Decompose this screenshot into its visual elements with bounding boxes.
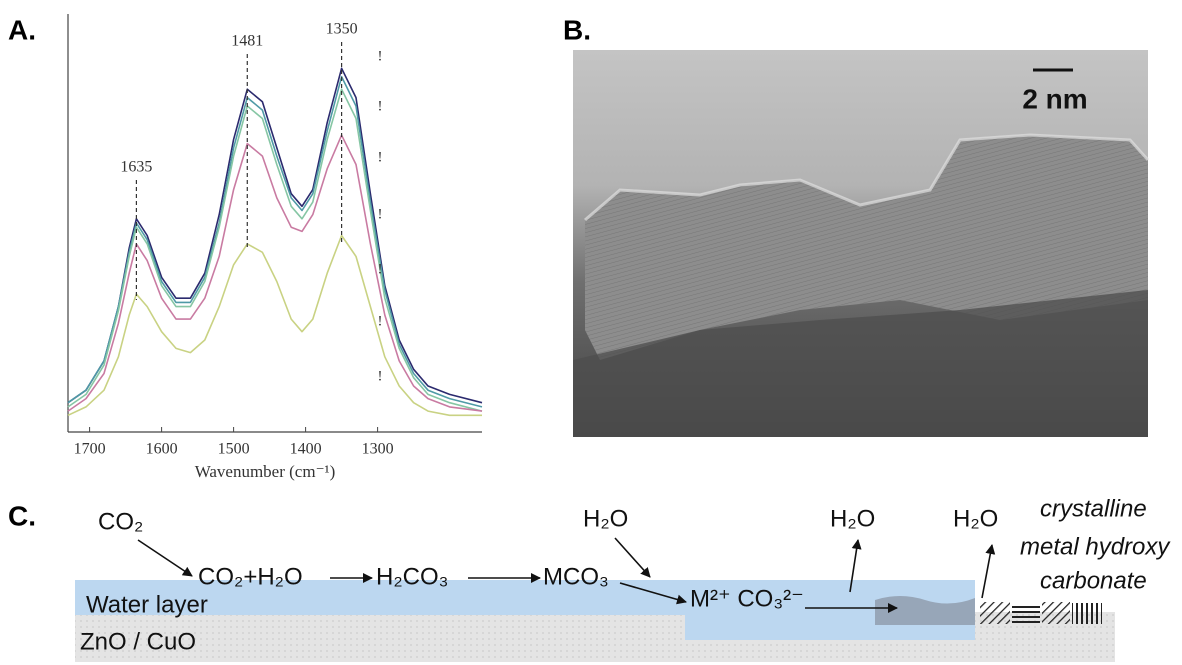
reaction-diagram: CO₂ CO₂+H₂O H₂CO₃ MCO₃ H₂O M²⁺ CO₃²⁻ H₂O… bbox=[75, 495, 1171, 662]
arrow bbox=[614, 537, 651, 578]
spectrum-line bbox=[67, 67, 483, 404]
spectrum-line bbox=[67, 234, 482, 417]
crystal-hatch bbox=[1072, 603, 1102, 624]
spectrum-line bbox=[67, 75, 483, 408]
arrow bbox=[137, 539, 193, 577]
peak-label: 1481 bbox=[231, 33, 263, 50]
crystal-hatch bbox=[1012, 604, 1040, 624]
x-axis-label: Wavenumber (cm⁻¹) bbox=[195, 462, 336, 481]
marker: ! bbox=[378, 313, 383, 329]
x-tick-label: 1600 bbox=[146, 441, 178, 458]
x-tick-label: 1300 bbox=[362, 441, 394, 458]
spectrum-line bbox=[67, 134, 483, 412]
scale-bar-label: 2 nm bbox=[1022, 83, 1087, 114]
panel-label: A. bbox=[8, 14, 36, 45]
species-label: H₂O bbox=[953, 505, 998, 532]
species-label: H₂CO₃ bbox=[376, 563, 448, 590]
layer-label: Water layer bbox=[86, 591, 208, 618]
species-label: MCO₃ bbox=[543, 563, 609, 590]
crystal-hatch bbox=[980, 602, 1010, 624]
peak-label: 1350 bbox=[326, 21, 358, 38]
panel-label: C. bbox=[8, 500, 36, 531]
species-label: CO₂ bbox=[98, 508, 143, 535]
product-label: carbonate bbox=[1040, 567, 1147, 594]
x-tick-label: 1500 bbox=[218, 441, 250, 458]
arrow bbox=[981, 544, 996, 599]
spectrum-chart: Wavenumber (cm⁻¹) 1700 1600 1500 1400 1300 16… bbox=[67, 14, 483, 481]
x-tick-label: 1700 bbox=[74, 441, 106, 458]
lattice-fringes bbox=[585, 135, 1148, 360]
peak-label: 1635 bbox=[120, 159, 152, 176]
tem-image: 2 nm bbox=[573, 50, 1150, 437]
substrate-region bbox=[573, 290, 1148, 437]
precipitate bbox=[875, 596, 975, 625]
layer-label: ZnO / CuO bbox=[80, 628, 196, 655]
panel-label: B. bbox=[563, 14, 591, 45]
marker: ! bbox=[378, 149, 383, 165]
product-label: metal hydroxy bbox=[1020, 533, 1171, 560]
product-label: crystalline bbox=[1040, 495, 1147, 522]
particle-edge bbox=[584, 133, 1150, 222]
x-tick-label: 1400 bbox=[290, 441, 322, 458]
species-label: M²⁺ CO₃²⁻ bbox=[690, 585, 804, 612]
spectrum-line bbox=[67, 88, 483, 412]
marker: ! bbox=[378, 368, 383, 384]
marker: ! bbox=[378, 48, 383, 64]
marker: ! bbox=[378, 98, 383, 114]
species-label: H₂O bbox=[583, 505, 628, 532]
arrow bbox=[619, 582, 687, 605]
marker: ! bbox=[378, 261, 383, 277]
species-label: CO₂+H₂O bbox=[198, 563, 303, 590]
species-label: H₂O bbox=[830, 505, 875, 532]
arrow bbox=[849, 539, 862, 593]
crystal-hatch bbox=[1042, 602, 1070, 624]
marker: ! bbox=[378, 206, 383, 222]
